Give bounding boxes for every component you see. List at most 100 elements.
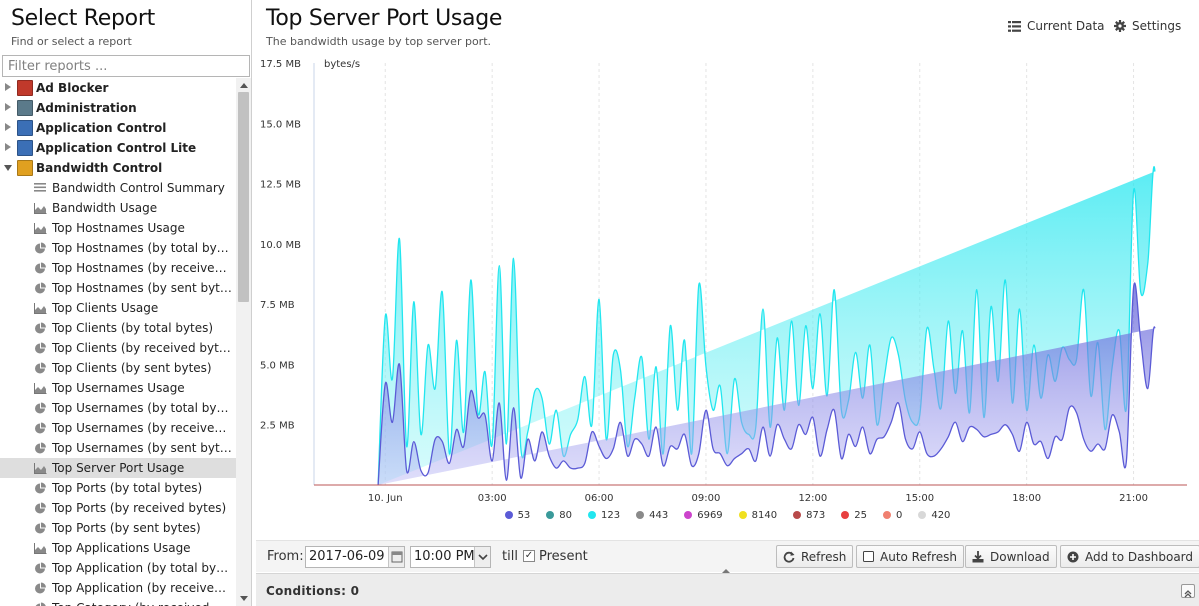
chevron-down-icon[interactable]: [474, 547, 490, 567]
pie-chart-icon: [35, 502, 46, 514]
collapsed-triangle-icon[interactable]: [5, 143, 11, 151]
refresh-button[interactable]: Refresh: [776, 545, 854, 568]
calendar-icon[interactable]: [388, 547, 404, 567]
expanded-triangle-icon[interactable]: [4, 165, 12, 171]
report-tree: Ad Blocker Administration Application Cont…: [0, 78, 236, 606]
legend-item-8140[interactable]: 8140: [738, 507, 778, 523]
legend-item-53[interactable]: 53: [504, 507, 530, 523]
present-checkbox[interactable]: ✓: [523, 550, 535, 562]
y-tick-label: 10.0 MB: [260, 240, 301, 251]
add-to-dashboard-button[interactable]: Add to Dashboard: [1060, 545, 1199, 568]
tree-report-item[interactable]: Top Usernames Usage: [0, 378, 236, 398]
scroll-down-arrow-icon[interactable]: [240, 596, 248, 601]
collapsed-triangle-icon[interactable]: [5, 103, 11, 111]
report-selector-panel: Select Report Find or select a report Ad…: [0, 0, 252, 606]
legend-item-80[interactable]: 80: [546, 507, 572, 523]
x-tick-label: 18:00: [1012, 493, 1041, 504]
scroll-thumb[interactable]: [238, 92, 249, 302]
scroll-up-arrow-icon[interactable]: [240, 83, 248, 88]
auto-refresh-button[interactable]: Auto Refresh: [856, 545, 964, 568]
tree-category-administration[interactable]: Administration: [0, 98, 236, 118]
tree-report-item[interactable]: Top Category (by received bytes): [0, 598, 236, 606]
tree-report-item[interactable]: Top Ports (by received bytes): [0, 498, 236, 518]
date-toolbar: From: 2017-06-09 10:00 PM till ✓ Present: [256, 540, 1199, 572]
tree-report-item[interactable]: Top Usernames (by total bytes): [0, 398, 236, 418]
tree-report-item[interactable]: Top Ports (by sent bytes): [0, 518, 236, 538]
area-chart-icon: [34, 203, 47, 214]
tree-report-item[interactable]: Top Server Port Usage: [0, 458, 236, 478]
tree-report-item[interactable]: Top Hostnames Usage: [0, 218, 236, 238]
settings-button[interactable]: Settings: [1114, 19, 1181, 33]
tree-report-item[interactable]: Top Hostnames (by sent bytes): [0, 278, 236, 298]
legend-item-443[interactable]: 443: [636, 507, 668, 523]
pie-chart-icon: [35, 562, 46, 574]
report-tree-scrollbar[interactable]: [236, 78, 251, 606]
till-label: till: [502, 549, 518, 564]
tree-category-bandwidth-control[interactable]: Bandwidth Control: [0, 158, 236, 178]
report-subtitle: The bandwidth usage by top server port.: [266, 35, 492, 48]
legend-item-0[interactable]: 0: [882, 507, 903, 523]
conditions-bar[interactable]: Conditions: 0: [256, 573, 1199, 606]
filter-reports-input[interactable]: [2, 55, 250, 77]
select-report-subtitle: Find or select a report: [11, 35, 132, 48]
expand-conditions-icon[interactable]: [1181, 584, 1195, 598]
tree-report-item[interactable]: Top Usernames (by sent bytes): [0, 438, 236, 458]
tree-report-item[interactable]: Top Application (by received bytes): [0, 578, 236, 598]
legend-dot-icon: [738, 511, 747, 519]
splitter-collapse-icon[interactable]: [722, 569, 730, 573]
current-data-button[interactable]: Current Data: [1008, 19, 1105, 33]
download-icon: [972, 550, 984, 562]
from-time-field[interactable]: 10:00 PM: [410, 546, 491, 568]
from-date-field[interactable]: 2017-06-09: [305, 546, 405, 568]
tree-category-label: Bandwidth Control: [36, 161, 163, 175]
x-tick-label: 09:00: [692, 493, 721, 504]
port-usage-chart: 10. Jun 03:00 06:00 09:00 12:00 15:00 18:00 21:…: [260, 59, 1187, 504]
x-tick-label: 03:00: [478, 493, 507, 504]
refresh-label: Refresh: [801, 549, 847, 564]
legend-item-6969[interactable]: 6969: [684, 507, 723, 523]
legend-dot-icon: [793, 511, 802, 519]
legend-item-25[interactable]: 25: [841, 507, 867, 523]
pie-chart-icon: [35, 322, 46, 334]
tree-report-item[interactable]: Top Clients (by received bytes): [0, 338, 236, 358]
tree-report-label: Top Usernames Usage: [52, 381, 185, 395]
collapsed-triangle-icon[interactable]: [5, 83, 11, 91]
bandwidth-control-icon: [17, 160, 33, 176]
tree-category-application-control[interactable]: Application Control: [0, 118, 236, 138]
legend-label: 873: [806, 509, 826, 521]
tree-category-application-control-lite[interactable]: Application Control Lite: [0, 138, 236, 158]
x-tick-label: 10. Jun: [368, 493, 403, 504]
tree-report-item[interactable]: Bandwidth Usage: [0, 198, 236, 218]
legend-item-873[interactable]: 873: [793, 507, 825, 523]
tree-report-item[interactable]: Top Clients (by total bytes): [0, 318, 236, 338]
legend-label: 8140: [751, 509, 778, 521]
download-button[interactable]: Download: [965, 545, 1057, 568]
refresh-icon: [783, 551, 795, 563]
legend-label: 25: [854, 509, 867, 521]
pie-chart-icon: [35, 422, 46, 434]
auto-refresh-label: Auto Refresh: [880, 549, 957, 564]
tree-report-item[interactable]: Top Usernames (by received bytes): [0, 418, 236, 438]
tree-category-ad-blocker[interactable]: Ad Blocker: [0, 78, 236, 98]
tree-report-item[interactable]: Top Clients (by sent bytes): [0, 358, 236, 378]
tree-report-item[interactable]: Top Clients Usage: [0, 298, 236, 318]
tree-report-item[interactable]: Top Hostnames (by received bytes): [0, 258, 236, 278]
chart-legend: 53 80 123 443 6969 8140 873 25 0 420: [256, 507, 1199, 523]
legend-item-420[interactable]: 420: [918, 507, 950, 523]
checkbox-empty-icon: [863, 551, 874, 562]
tree-report-item[interactable]: Bandwidth Control Summary: [0, 178, 236, 198]
x-tick-label: 21:00: [1119, 493, 1148, 504]
tree-report-label: Top Usernames (by sent bytes): [52, 441, 232, 455]
collapsed-triangle-icon[interactable]: [5, 123, 11, 131]
legend-dot-icon: [684, 511, 693, 519]
tree-report-item[interactable]: Top Hostnames (by total bytes): [0, 238, 236, 258]
tree-report-item[interactable]: Top Application (by total bytes): [0, 558, 236, 578]
series-line-53: [377, 282, 1156, 486]
legend-item-123[interactable]: 123: [588, 507, 620, 523]
tree-report-label: Top Usernames (by total bytes): [52, 401, 232, 415]
legend-label: 0: [895, 509, 903, 521]
tree-report-item[interactable]: Top Ports (by total bytes): [0, 478, 236, 498]
chart-area: 10. Jun 03:00 06:00 09:00 12:00 15:00 18:00 21:…: [256, 53, 1199, 540]
legend-dot-icon: [636, 511, 645, 519]
tree-report-item[interactable]: Top Applications Usage: [0, 538, 236, 558]
